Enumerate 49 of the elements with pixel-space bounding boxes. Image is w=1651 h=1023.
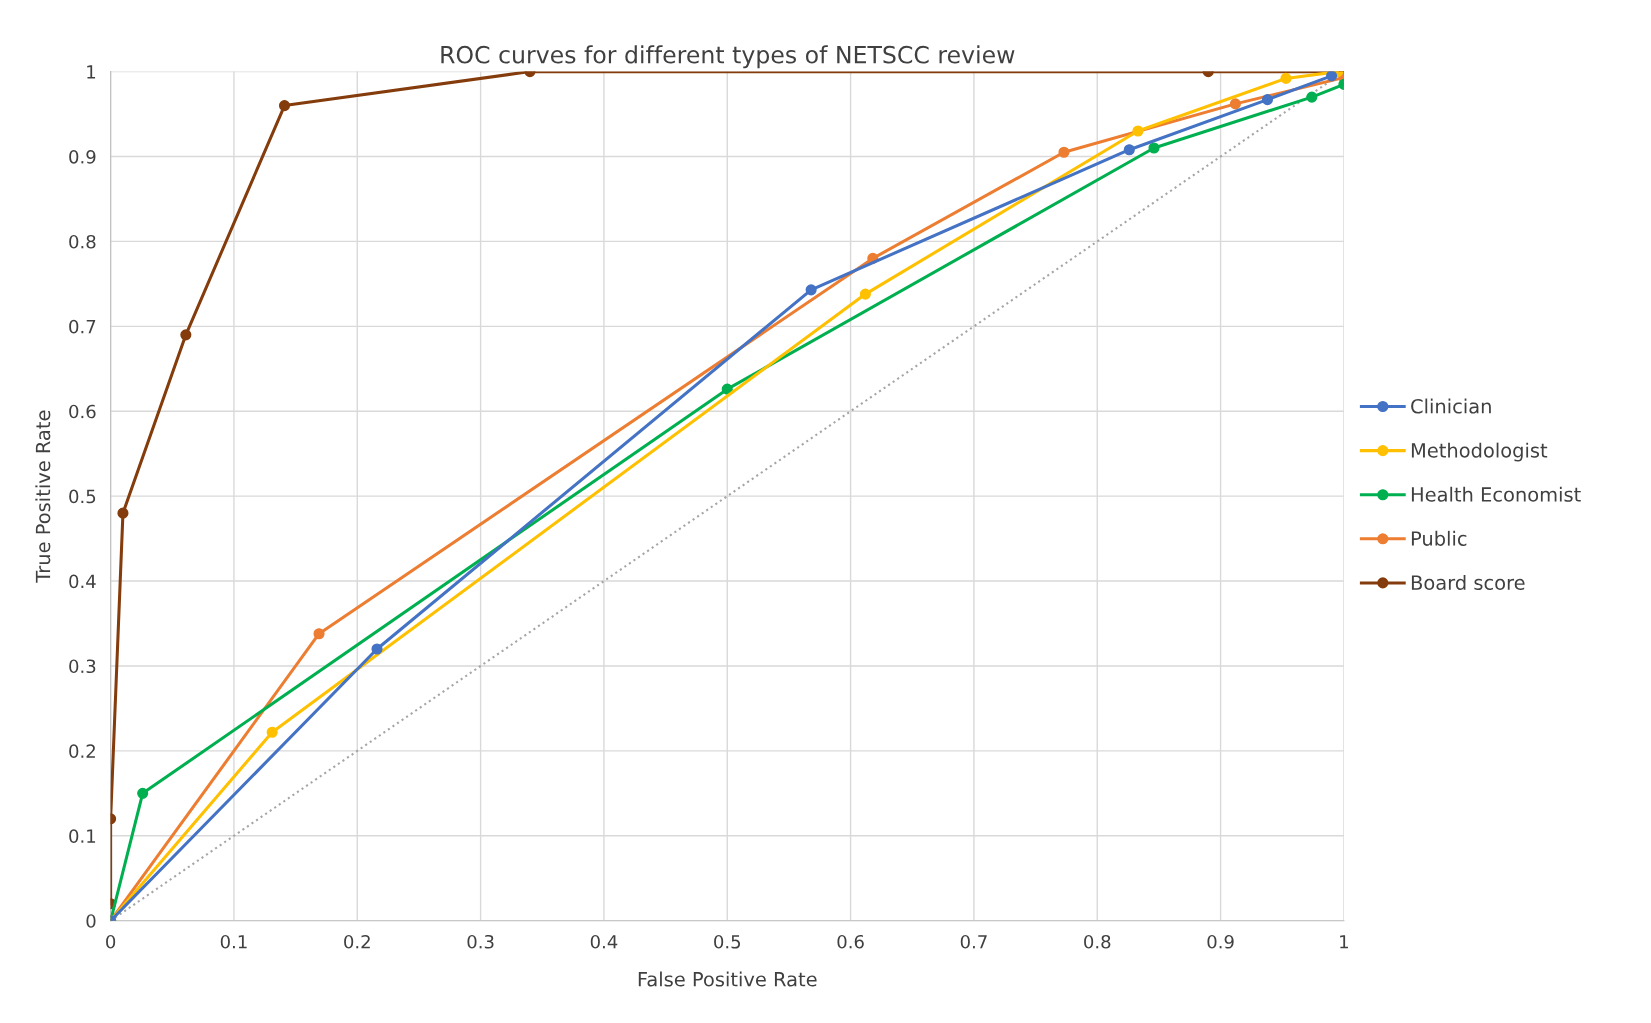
x-tick-label: 0.3 <box>467 934 494 949</box>
y-tick-label: 0 <box>86 914 96 928</box>
point <box>266 726 278 738</box>
y-tick-label: 1 <box>87 65 96 79</box>
y-tick-label: 0.8 <box>69 234 96 249</box>
x-tick-label: 0.1 <box>220 934 247 949</box>
point <box>1326 71 1338 82</box>
point <box>1229 98 1241 110</box>
chart-title: ROC curves for different types of NETSCC review <box>441 45 1015 69</box>
legend-label: Clinician <box>1411 398 1491 414</box>
legend-label: Methodologist <box>1411 442 1548 462</box>
point <box>1123 144 1135 156</box>
x-tick-label: 0.4 <box>590 934 618 949</box>
y-tick-label: 0.5 <box>69 489 96 504</box>
point <box>1058 146 1070 158</box>
point <box>721 383 733 395</box>
x-axis-title: False Positive Rate <box>638 971 817 987</box>
legend-label: Board score <box>1411 574 1525 590</box>
legend-label: Health Economist <box>1411 486 1581 502</box>
point <box>1306 91 1318 103</box>
y-tick-label: 0.4 <box>69 574 96 589</box>
point <box>805 284 817 296</box>
x-tick-label: 0.6 <box>837 934 864 949</box>
y-axis-title: True Positive Rate <box>35 410 51 583</box>
y-tick-label: 0.6 <box>69 404 96 419</box>
x-tick-label: 0.2 <box>344 934 370 949</box>
y-tick-label: 0.2 <box>69 744 95 758</box>
x-tick-label: 0 <box>106 934 116 949</box>
x-tick-label: 0.9 <box>1207 934 1234 949</box>
y-tick-label: 0.9 <box>69 149 96 164</box>
point <box>371 643 383 655</box>
point <box>1148 142 1160 154</box>
x-tick-label: 0.5 <box>714 934 741 949</box>
point <box>1261 94 1274 106</box>
y-tick-label: 0.1 <box>69 829 96 843</box>
point <box>180 329 192 341</box>
point <box>859 288 871 300</box>
point <box>137 787 149 799</box>
x-tick-label: 0.8 <box>1084 934 1111 949</box>
y-tick-label: 0.7 <box>69 319 96 334</box>
point <box>1280 72 1292 84</box>
point <box>278 100 291 112</box>
point <box>313 628 325 640</box>
legend-label: Public <box>1411 530 1467 546</box>
x-tick-label: 0.7 <box>960 934 987 949</box>
x-tick-label: 1 <box>1340 935 1348 949</box>
point <box>1132 125 1144 137</box>
y-tick-label: 0.3 <box>69 659 96 674</box>
point <box>117 507 129 519</box>
